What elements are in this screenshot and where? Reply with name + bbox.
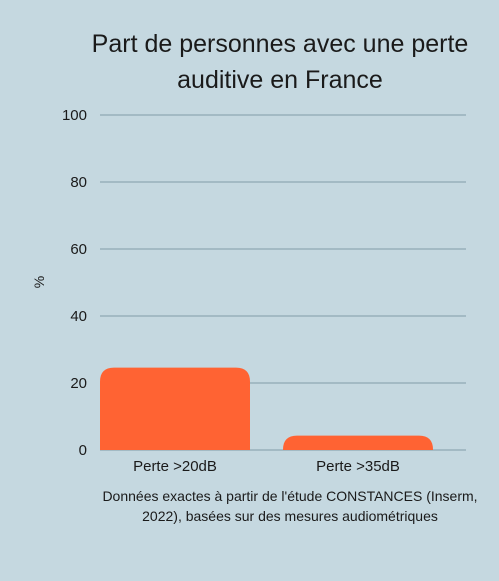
y-tick-label: 80 — [70, 174, 87, 191]
chart-title: Part de personnes avec une perte auditiv… — [91, 30, 469, 94]
footnote: Données exactes à partir de l'étude CONS… — [102, 488, 478, 524]
y-axis-label: % — [31, 276, 47, 288]
y-tick-labels: 0 20 40 60 80 100 — [62, 107, 87, 459]
bar — [283, 435, 433, 450]
y-tick-label: 20 — [70, 375, 87, 392]
x-tick-labels: Perte >20dB Perte >35dB — [133, 458, 400, 475]
x-tick-label: Perte >35dB — [316, 458, 400, 475]
y-tick-label: 60 — [70, 241, 87, 258]
bar — [100, 367, 250, 450]
x-tick-label: Perte >20dB — [133, 458, 217, 475]
y-tick-label: 0 — [79, 442, 87, 459]
y-tick-label: 40 — [70, 308, 87, 325]
y-tick-label: 100 — [62, 107, 87, 124]
bars — [100, 367, 433, 450]
